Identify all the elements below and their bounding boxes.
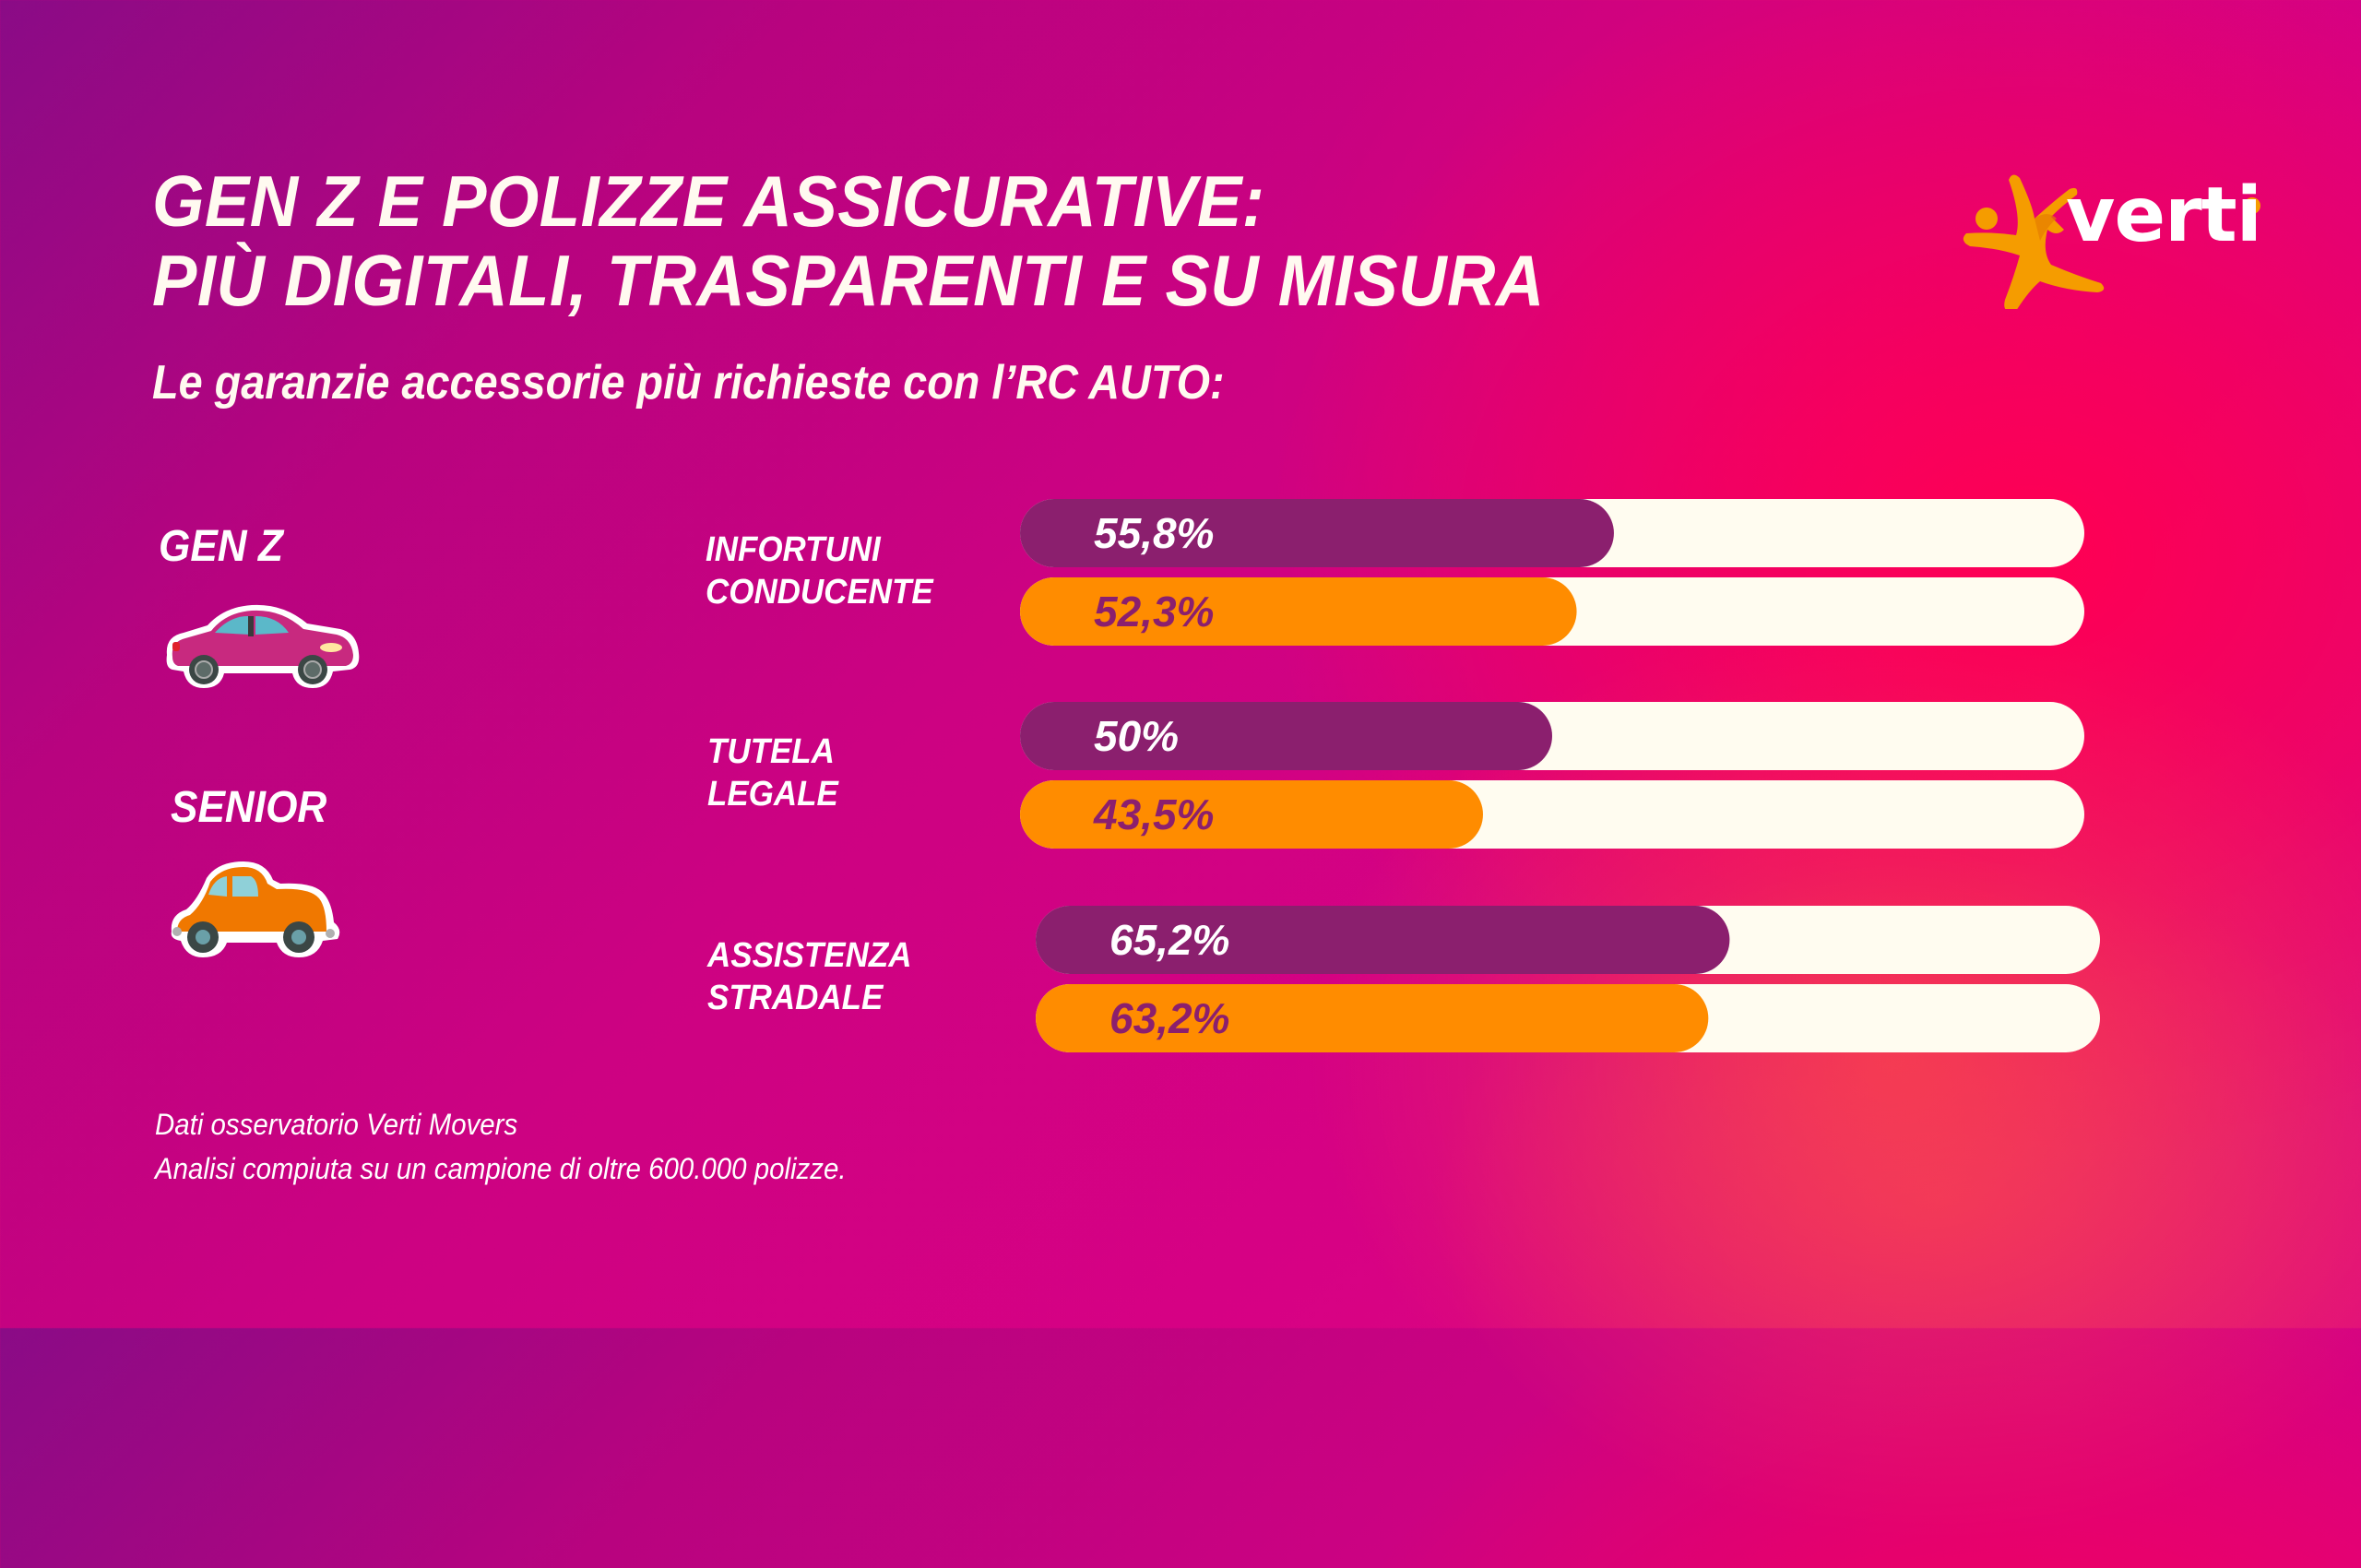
footnote-line-1: Dati osservatorio Verti Movers [155, 1108, 518, 1141]
bar-senior [1020, 780, 1483, 849]
background-swirl [1383, 830, 2361, 1568]
bar-genz [1036, 906, 1730, 974]
modern-sedan-car-icon [166, 604, 360, 688]
page-title: GEN Z E POLIZZE ASSICURATIVE: PIÙ DIGITA… [152, 161, 1545, 320]
data-label-genz: 50% [1094, 712, 1179, 760]
bar-track [1020, 499, 2084, 567]
category-label-tutela-legale: TUTELA LEGALE [707, 732, 838, 814]
bar-genz [1020, 702, 1552, 770]
data-label-genz: 55,8% [1094, 509, 1214, 557]
footnote-line-2: Analisi compiuta su un campione di oltre… [155, 1152, 847, 1185]
bar-track [1020, 577, 2084, 646]
category-label-assistenza-stradale: ASSISTENZA STRADALE [707, 936, 912, 1017]
bar-genz [1020, 499, 1614, 567]
data-label-senior: 63,2% [1109, 994, 1229, 1042]
chart-subtitle: Le garanzie accessorie più richieste con… [152, 356, 1225, 410]
title-line-1: GEN Z E POLIZZE ASSICURATIVE: [152, 160, 1265, 242]
source-footnote: Dati osservatorio Verti Movers Analisi c… [155, 1102, 847, 1191]
legend-genz-label: GEN Z [159, 522, 283, 571]
bar-track [1036, 906, 2100, 974]
bar-senior [1036, 984, 1709, 1052]
verti-logo-text: verti [2066, 172, 2262, 259]
bar-senior [1020, 577, 1577, 646]
verti-logo-icon [1963, 174, 2260, 309]
title-line-2: PIÙ DIGITALI, TRASPARENTI E SU MISURA [152, 240, 1545, 321]
bar-track [1020, 780, 2084, 849]
vintage-car-icon [171, 861, 340, 957]
category-label-infortuni-conducente: INFORTUNI CONDUCENTE [706, 530, 933, 612]
data-label-senior: 43,5% [1093, 790, 1214, 838]
legend-senior-label: SENIOR [171, 783, 327, 832]
data-label-genz: 65,2% [1109, 916, 1229, 964]
data-label-senior: 52,3% [1094, 588, 1214, 636]
bar-track [1036, 984, 2100, 1052]
bar-track [1020, 702, 2084, 770]
